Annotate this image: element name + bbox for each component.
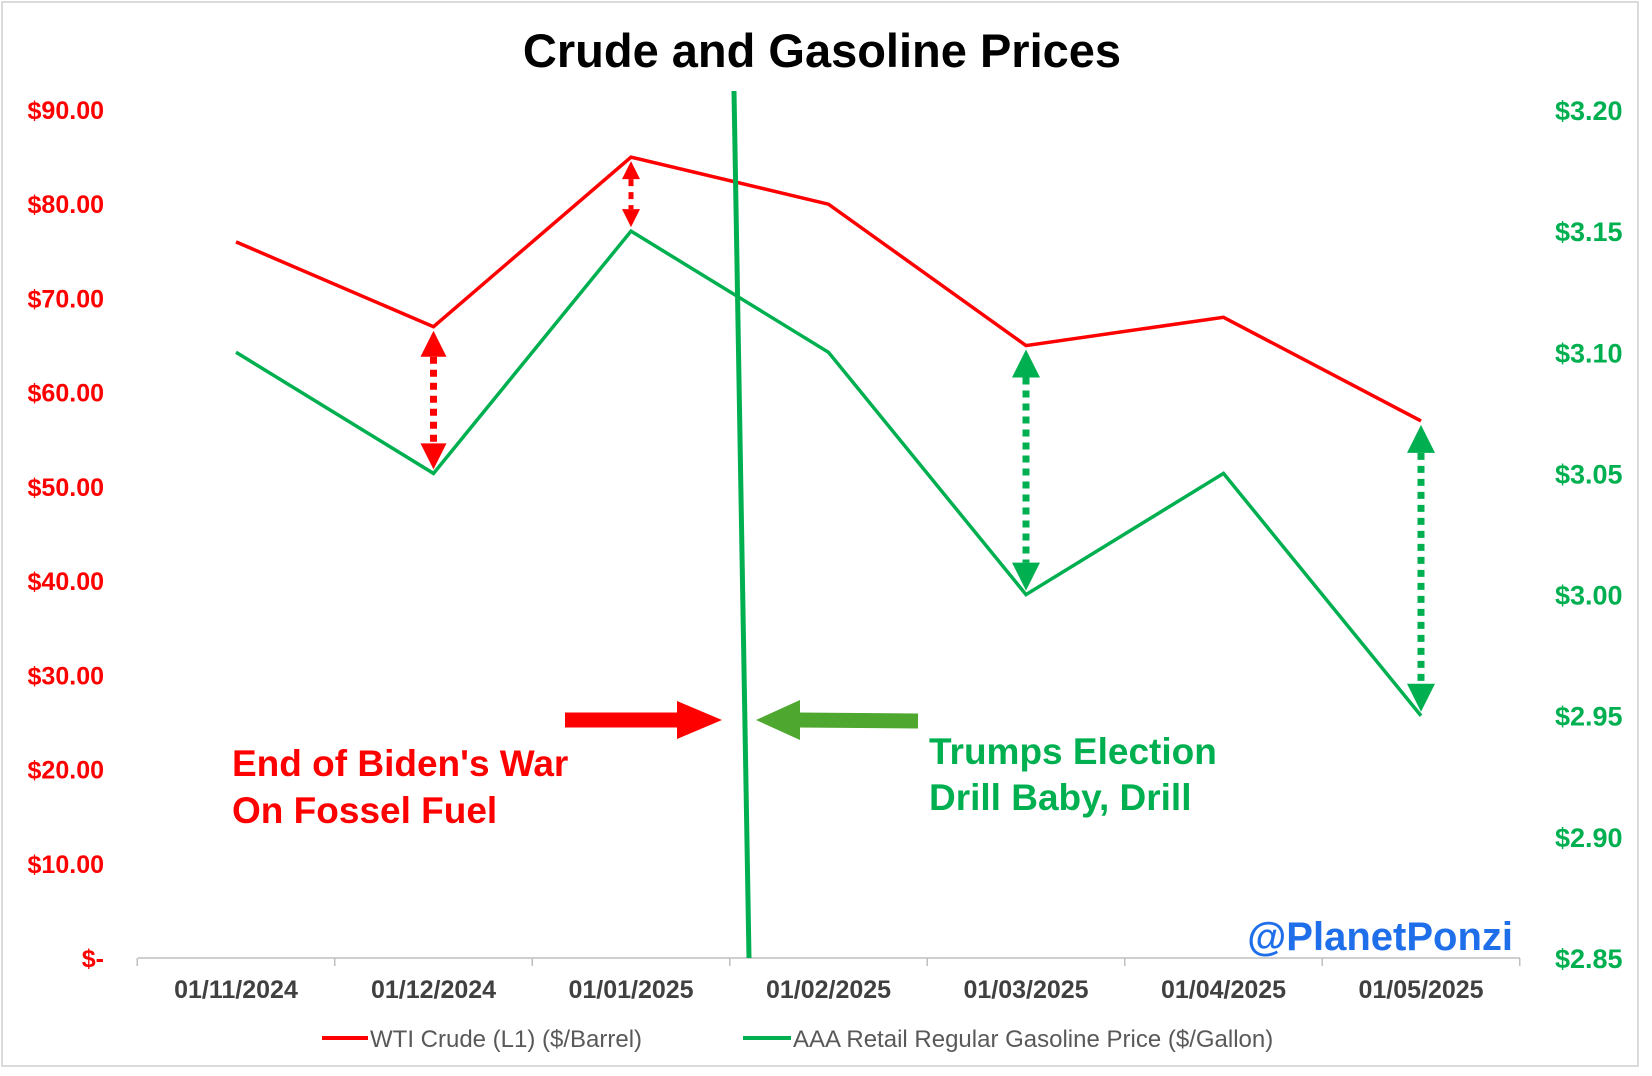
gap-arrow [1012, 349, 1040, 591]
left-axis-tick-label: $80.00 [28, 191, 104, 219]
legend-gasoline-label: AAA Retail Regular Gasoline Price ($/Gal… [793, 1026, 1273, 1053]
gap-arrow [1407, 424, 1435, 712]
right-axis-tick-label: $3.05 [1555, 459, 1623, 489]
x-axis-tick-label: 01/11/2024 [174, 976, 298, 1004]
right-axis-tick-label: $3.15 [1555, 217, 1623, 247]
x-axis-tick-label: 01/03/2025 [963, 976, 1088, 1004]
left-axis-tick-label: $- [82, 945, 104, 973]
right-axis-tick-label: $3.10 [1555, 338, 1623, 368]
x-axis-tick-label: 01/02/2025 [766, 976, 891, 1004]
red-pointer-arrow [565, 701, 722, 739]
x-axis-tick-label: 01/12/2024 [371, 976, 496, 1004]
gasoline-price-line [235, 228, 1423, 717]
legend: WTI Crude (L1) ($/Barrel) AAA Retail Reg… [322, 1026, 1273, 1053]
left-axis: $- $10.00 $20.00 $30.00 $40.00 $50.00 $60.00 $7… [28, 97, 104, 973]
wti-crude-line [235, 155, 1422, 423]
right-axis: $2.85 $2.90 $2.95 $3.00 $3.05 $3.10 $3.15 $3.20 [1555, 96, 1623, 974]
right-axis-tick-label: $2.95 [1555, 702, 1623, 732]
right-axis-tick-label: $2.90 [1555, 823, 1623, 853]
chart-title: Crude and Gasoline Prices [523, 24, 1121, 77]
annotation-biden-line1: End of Biden's War [232, 743, 568, 784]
gap-arrows [420, 161, 1435, 712]
left-axis-tick-label: $50.00 [28, 474, 104, 502]
x-axis-ticks [136, 958, 1521, 966]
gap-arrow [420, 330, 447, 470]
green-pointer-arrow [756, 700, 919, 740]
left-axis-tick-label: $30.00 [28, 662, 104, 690]
x-axis-tick-label: 01/04/2025 [1161, 976, 1286, 1004]
series-layer [235, 155, 1423, 717]
right-axis-tick-label: $3.20 [1555, 96, 1623, 126]
left-axis-tick-label: $60.00 [28, 380, 104, 408]
x-axis-tick-label: 01/05/2025 [1358, 976, 1483, 1004]
annotation-biden-line2: On Fossel Fuel [232, 790, 497, 831]
legend-wti-label: WTI Crude (L1) ($/Barrel) [370, 1026, 642, 1053]
right-axis-tick-label: $3.00 [1555, 581, 1623, 611]
watermark: @PlanetPonzi [1247, 915, 1513, 959]
annotation-trump-line1: Trumps Election [929, 731, 1217, 772]
right-axis-tick-label: $2.85 [1555, 944, 1623, 974]
left-axis-tick-label: $70.00 [28, 285, 104, 313]
election-marker-line [731, 90, 752, 959]
left-axis-tick-label: $20.00 [28, 757, 104, 785]
left-axis-tick-label: $90.00 [28, 97, 104, 125]
gap-arrow [622, 161, 640, 228]
annotation-trump-line2: Drill Baby, Drill [929, 777, 1192, 818]
x-axis-tick-label: 01/01/2025 [568, 976, 693, 1004]
left-axis-tick-label: $40.00 [28, 568, 104, 596]
x-axis-labels: 01/11/2024 01/12/2024 01/01/2025 01/02/2025… [174, 976, 1484, 1004]
left-axis-tick-label: $10.00 [28, 851, 104, 879]
